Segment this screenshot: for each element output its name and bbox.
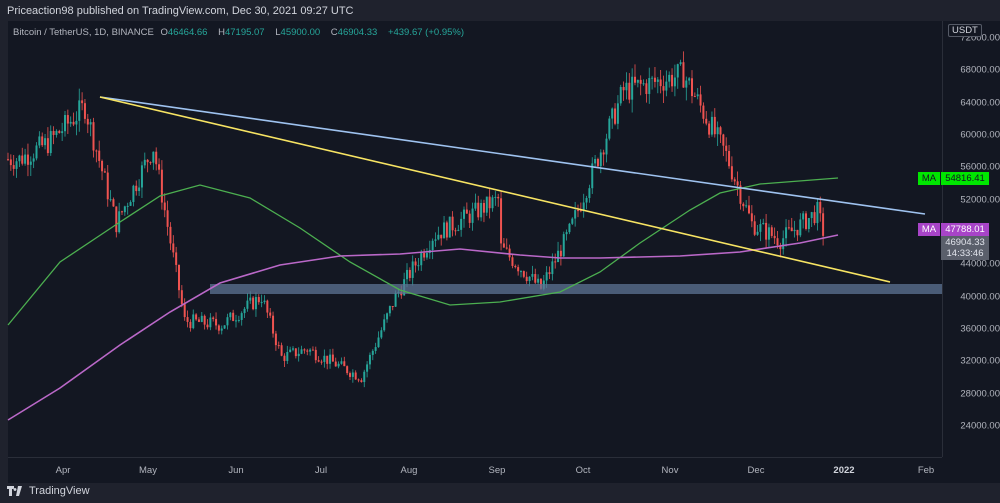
time-tick: Jun [228,465,244,476]
change-value: +439.67 (+0.95%) [387,27,464,38]
symbol-title: Bitcoin / TetherUS, 1D, BINANCE [13,27,154,38]
low-value: 45900.00 [280,27,321,38]
tradingview-logo-icon [7,486,22,496]
price-tick: 32000.00 [960,355,1000,367]
tradingview-brand[interactable]: TradingView [7,485,90,497]
ma-short-line [7,177,839,326]
support-zone [210,284,942,294]
publisher-line: Priceaction98 published on TradingView.c… [7,5,354,17]
price-tick: 28000.00 [960,388,1000,400]
trendline-blue [99,96,926,215]
last-price-tag: 46904.33 14:33:46 [941,236,989,260]
price-tick: 56000.00 [960,161,1000,173]
time-tick: Aug [400,465,418,476]
trendline-yellow [99,96,891,283]
ohlc-legend: Bitcoin / TetherUS, 1D, BINANCE O46464.6… [13,27,464,38]
time-tick: Feb [917,465,935,476]
price-tick: 36000.00 [960,323,1000,335]
high-value: 47195.07 [224,27,265,38]
price-tick: 72000.00 [960,32,1000,44]
open-value: 46464.66 [167,27,208,38]
price-tick: 44000.00 [960,258,1000,270]
price-tick: 60000.00 [960,129,1000,141]
time-tick: Jul [314,465,328,476]
time-tick: Oct [575,465,591,476]
price-tick: 24000.00 [960,420,1000,432]
candlesticks [7,51,825,388]
last-price-value: 46904.33 [945,237,985,248]
price-tick: 52000.00 [960,194,1000,206]
price-tick: 40000.00 [960,291,1000,303]
time-tick: Dec [747,465,765,476]
time-tick: May [139,465,157,476]
price-tick: 68000.00 [960,64,1000,76]
time-tick: Nov [661,465,679,476]
time-tick: Apr [55,465,71,476]
time-tick: 2022 [833,465,855,476]
ma-long-tag: MA 47788.01 [918,223,989,236]
currency-label[interactable]: USDT [948,24,982,37]
close-value: 46904.33 [337,27,378,38]
time-tick: Sep [488,465,506,476]
ma-long-line [7,234,839,421]
bar-countdown: 14:33:46 [946,248,984,259]
ma-short-tag: MA 54816.41 [918,172,989,185]
price-tick: 64000.00 [960,97,1000,109]
time-axis[interactable]: Apr May Jun Jul Aug Sep Oct Nov Dec 2022 Feb [8,457,942,484]
